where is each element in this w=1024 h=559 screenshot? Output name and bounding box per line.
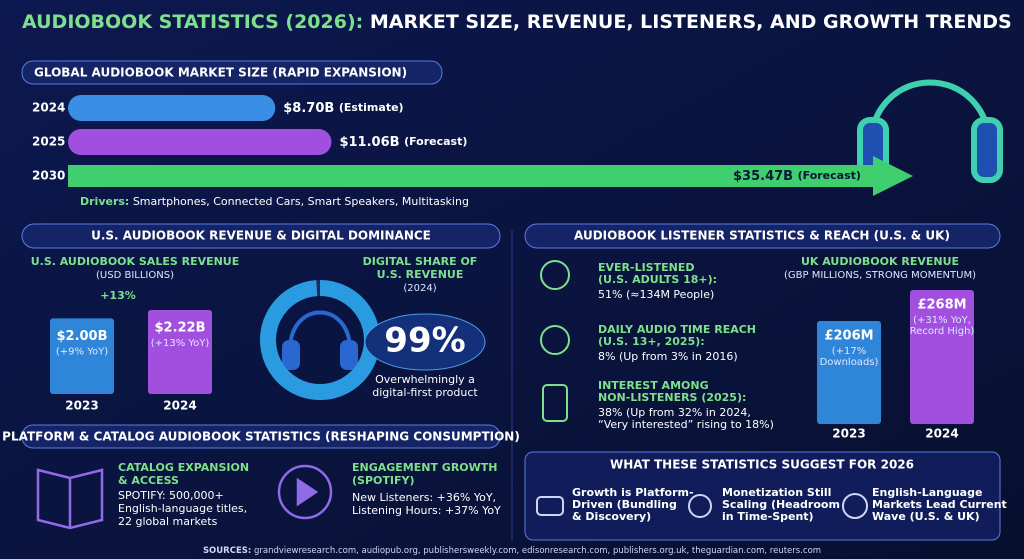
growth-label: +13% [100, 289, 136, 302]
section-pill [524, 223, 1001, 249]
year-label: 2023 [65, 399, 98, 413]
stat-title: INTEREST AMONG [598, 379, 709, 392]
stat-text: 8% (Up from 3% in 2016) [598, 350, 738, 363]
share-title: DIGITAL SHARE OF [363, 255, 478, 268]
title-highlight: AUDIOBOOK STATISTICS (2026): [22, 11, 363, 33]
summary-item: Driven (Bundling [572, 498, 677, 511]
value-label: $35.47B [733, 169, 793, 184]
value-label: $11.06B (Forecast) [339, 135, 467, 150]
value-label: $2.00B [56, 329, 107, 344]
block-title: ENGAGEMENT GROWTH [352, 461, 498, 474]
section-pill [21, 60, 443, 85]
share-title: U.S. REVENUE [377, 268, 464, 281]
block-text: 22 global markets [118, 515, 218, 528]
value-label: $8.70B (Estimate) [283, 101, 403, 116]
page-title: AUDIOBOOK STATISTICS (2026): MARKET SIZE… [22, 11, 1012, 33]
bar [817, 321, 881, 424]
stat-text: “Very interested” rising to 18%) [598, 418, 774, 431]
drivers-text: Smartphones, Connected Cars, Smart Speak… [133, 195, 469, 208]
section-heading: GLOBAL AUDIOBOOK MARKET SIZE (RAPID EXPA… [34, 66, 407, 80]
cloud [364, 313, 486, 371]
share-caption: digital-first product [372, 386, 478, 399]
stat-title: (U.S. 13+, 2025): [598, 335, 705, 348]
section-pill [21, 424, 501, 449]
bar [148, 310, 212, 394]
block-title: & ACCESS [118, 474, 179, 487]
bar [68, 129, 332, 155]
value-note: (Estimate) [339, 101, 404, 114]
listener-icons [540, 260, 570, 422]
value-note: (Forecast) [404, 135, 467, 148]
share-value: 99% [384, 321, 465, 361]
chart-title: UK AUDIOBOOK REVENUE [801, 255, 959, 268]
stat-title: DAILY AUDIO TIME REACH [598, 323, 756, 336]
section-heading: U.S. AUDIOBOOK REVENUE & DIGITAL DOMINAN… [91, 229, 431, 243]
play-icon [277, 464, 333, 520]
value-label: $8.70B [283, 101, 334, 116]
stat-text: 51% (≈134M People) [598, 288, 714, 301]
summary-item: Monetization Still [722, 486, 831, 499]
chart-subtitle: (USD BILLIONS) [96, 270, 174, 281]
drivers-label: Drivers: [80, 195, 129, 208]
bar [50, 318, 114, 394]
year-label: 2024 [163, 399, 196, 413]
bar [910, 290, 974, 424]
stat-title: NON-LISTENERS (2025): [598, 391, 746, 404]
bar [68, 95, 276, 121]
section-heading: AUDIOBOOK LISTENER STATISTICS & REACH (U… [574, 229, 950, 243]
value-note: (+17% [832, 346, 867, 357]
donut-arc [260, 280, 380, 400]
chart-title: U.S. AUDIOBOOK SALES REVENUE [31, 255, 240, 268]
bar [68, 156, 913, 196]
year-label: 2024 [925, 427, 958, 441]
book-icon [36, 468, 104, 530]
value-note: (+9% YoY) [56, 346, 108, 357]
year-label: 2025 [32, 135, 65, 149]
share-caption: Overwhelmingly a [375, 373, 475, 386]
sources: SOURCES: grandviewresearch.com, audiopub… [203, 546, 821, 556]
stat-title: EVER-LISTENED [598, 261, 694, 274]
block-text: New Listeners: +36% YoY, [352, 491, 496, 504]
year-label: 2023 [832, 427, 865, 441]
sources-label: SOURCES: [203, 546, 251, 556]
block-text: Listening Hours: +37% YoY [352, 504, 501, 517]
headphones-icon [282, 310, 358, 370]
stat-text: 38% (Up from 32% in 2024, [598, 406, 751, 419]
title-rest: MARKET SIZE, REVENUE, LISTENERS, AND GRO… [370, 11, 1012, 33]
sources-list: grandviewresearch.com, audiopub.org, pub… [254, 546, 821, 556]
year-label: 2030 [32, 169, 65, 183]
drivers: Drivers: Smartphones, Connected Cars, Sm… [80, 195, 469, 208]
summary-item: Scaling (Headroom [722, 498, 840, 511]
value-label: $2.22B [154, 321, 205, 336]
year-label: 2024 [32, 101, 65, 115]
summary-item: English-Language [872, 486, 982, 499]
summary-item: Wave (U.S. & UK) [872, 510, 980, 523]
panel-heading: WHAT THESE STATISTICS SUGGEST FOR 2026 [610, 458, 914, 472]
value-note: Downloads) [820, 357, 879, 368]
summary-item: in Time-Spent) [722, 510, 814, 523]
stat-title: (U.S. ADULTS 18+): [598, 273, 717, 286]
summary-item: Growth is Platform- [572, 486, 694, 499]
block-title: (SPOTIFY) [352, 474, 414, 487]
summary-item: Markets Lead Current [872, 498, 1007, 511]
summary-item: & Discovery) [572, 510, 651, 523]
share-year: (2024) [403, 283, 436, 294]
value-note: (+13% YoY) [151, 338, 210, 349]
summary-panel [524, 451, 1001, 541]
block-title: CATALOG EXPANSION [118, 461, 249, 474]
chart-subtitle: (GBP MILLIONS, STRONG MOMENTUM) [784, 270, 976, 281]
value-note: Record High) [910, 326, 975, 337]
value-label: $11.06B [339, 135, 399, 150]
value-label: £268M [917, 298, 966, 313]
section-heading: PLATFORM & CATALOG AUDIOBOOK STATISTICS … [2, 430, 520, 444]
value-label: £206M [824, 329, 873, 344]
summary-icons [536, 493, 868, 519]
section-pill [21, 223, 501, 249]
block-text: English-language titles, [118, 502, 247, 515]
value-note: (Forecast) [798, 169, 861, 182]
value-label: $35.47B (Forecast) [733, 169, 861, 184]
value-note: (+31% YoY, [913, 315, 971, 326]
block-text: SPOTIFY: 500,000+ [118, 489, 224, 502]
